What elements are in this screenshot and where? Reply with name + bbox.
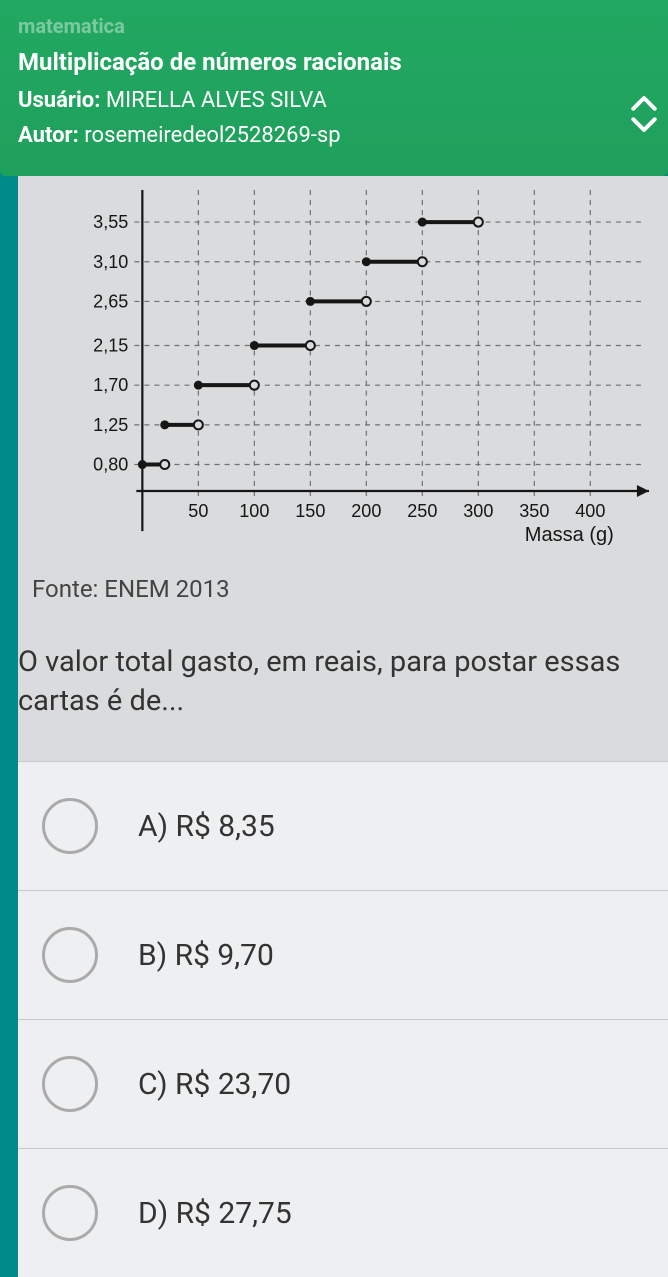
svg-text:400: 400: [575, 501, 605, 521]
radio-icon: [42, 1185, 98, 1241]
answer-option[interactable]: A) R$ 8,35: [18, 761, 668, 890]
svg-text:250: 250: [407, 501, 437, 521]
source-text: Fonte: ENEM 2013: [32, 565, 654, 603]
svg-text:350: 350: [519, 501, 549, 521]
svg-text:3,55: 3,55: [93, 212, 128, 232]
svg-text:1,70: 1,70: [93, 375, 128, 395]
svg-text:1,25: 1,25: [93, 415, 128, 435]
author-row: Autor: rosemeiredeol2528269-sp: [18, 123, 650, 148]
svg-text:100: 100: [239, 501, 269, 521]
answer-option[interactable]: C) R$ 23,70: [18, 1019, 668, 1148]
answer-label: B) R$ 9,70: [138, 938, 274, 973]
user-label: Usuário:: [18, 88, 100, 113]
chart-container: 3,55 3,10 2,65 2,15 1,70 1,25 0,80 50 100 150 200 2…: [18, 176, 668, 603]
question-text: O valor total gasto, em reais, para post…: [18, 603, 668, 761]
svg-text:50: 50: [188, 501, 208, 521]
svg-text:2,15: 2,15: [93, 336, 128, 356]
radio-icon: [42, 1056, 98, 1112]
answer-option[interactable]: B) R$ 9,70: [18, 890, 668, 1019]
svg-text:Massa (g): Massa (g): [525, 524, 614, 546]
svg-text:300: 300: [463, 501, 493, 521]
answer-label: C) R$ 23,70: [138, 1067, 291, 1102]
svg-text:200: 200: [351, 501, 381, 521]
radio-icon: [42, 927, 98, 983]
svg-text:2,65: 2,65: [93, 291, 128, 311]
quiz-header: matematica Multiplicação de números raci…: [0, 0, 668, 176]
radio-icon: [42, 798, 98, 854]
answer-option[interactable]: D) R$ 27,75: [18, 1148, 668, 1277]
answer-label: D) R$ 27,75: [138, 1196, 292, 1231]
user-value: MIRELLA ALVES SILVA: [106, 88, 327, 113]
step-chart: 3,55 3,10 2,65 2,15 1,70 1,25 0,80 50 100 150 200 2…: [32, 190, 654, 561]
content-area: 3,55 3,10 2,65 2,15 1,70 1,25 0,80 50 100 150 200 2…: [18, 176, 668, 1277]
author-value: rosemeiredeol2528269-sp: [84, 123, 340, 148]
svg-text:150: 150: [295, 501, 325, 521]
answer-label: A) R$ 8,35: [138, 809, 275, 844]
author-label: Autor:: [18, 123, 79, 148]
svg-text:3,10: 3,10: [93, 252, 128, 272]
expand-toggle-icon[interactable]: [628, 90, 660, 138]
topic-title: Multiplicação de números racionais: [18, 48, 650, 76]
breadcrumb: matematica: [18, 14, 650, 38]
user-row: Usuário: MIRELLA ALVES SILVA: [18, 88, 650, 113]
answer-list: A) R$ 8,35 B) R$ 9,70 C) R$ 23,70 D) R$ …: [18, 761, 668, 1277]
svg-text:0,80: 0,80: [93, 455, 128, 475]
